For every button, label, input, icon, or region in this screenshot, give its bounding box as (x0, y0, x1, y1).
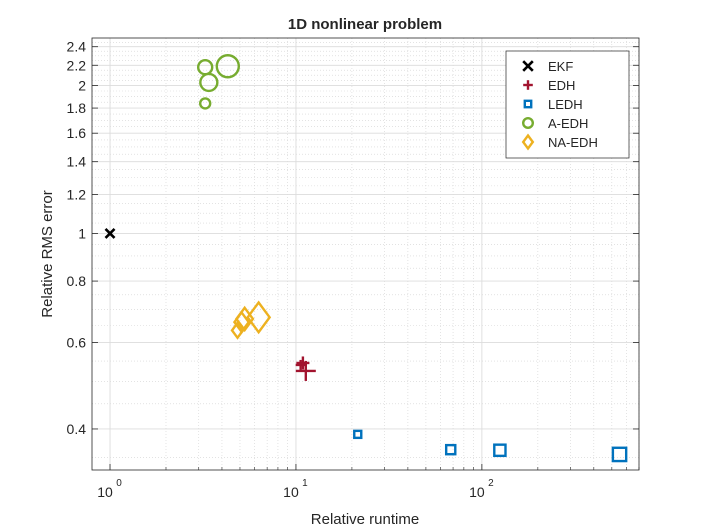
y-tick-label: 2.4 (67, 39, 87, 55)
y-tick-label: 1 (78, 225, 86, 241)
y-tick-label: 0.8 (67, 273, 87, 289)
minor-grid (92, 38, 640, 470)
a-edh-point (198, 97, 212, 110)
a-edh-point (215, 54, 240, 79)
data-marks (104, 54, 628, 463)
ledh-point (444, 443, 457, 456)
y-axis-label: Relative RMS error (39, 190, 56, 318)
diamond-outline (230, 320, 245, 340)
square-outline (523, 99, 533, 109)
x-tick-label-exponent: 2 (488, 478, 494, 489)
circle-outline (199, 72, 219, 93)
x-tick-label-exponent: 0 (116, 478, 122, 489)
legend-marker-na-edh (521, 133, 535, 151)
legend-marker-edh (523, 80, 533, 90)
square-outline (353, 429, 363, 440)
x-axis-label: Relative runtime (311, 511, 419, 528)
y-tick-label: 1.8 (67, 100, 87, 116)
ledh-point (493, 443, 507, 458)
y-tick-label: 1.6 (67, 125, 87, 141)
legend-label-ledh: LEDH (548, 97, 583, 112)
ekf-point (104, 228, 116, 239)
circle-outline (215, 54, 240, 79)
edh-point (295, 360, 316, 381)
chart-title: 1D nonlinear problem (288, 16, 442, 33)
y-tick-label: 0.6 (67, 334, 87, 350)
legend-marker-ledh (523, 99, 533, 109)
na-edh-point (230, 320, 245, 340)
diamond-outline (521, 133, 535, 151)
x-tick-label-exponent: 1 (302, 478, 308, 489)
square-outline (444, 443, 457, 456)
na-edh-point (246, 300, 272, 335)
x-tick-label: 10 (469, 484, 485, 500)
legend-label-na-edh: NA-EDH (548, 135, 598, 150)
legend-marker-a-edh (522, 116, 535, 129)
y-tick-label: 2.2 (67, 57, 87, 73)
circle-outline (198, 97, 212, 110)
diamond-outline (246, 300, 272, 335)
circle-outline (522, 116, 535, 129)
legend-label-ekf: EKF (548, 59, 573, 74)
x-tick-label: 10 (283, 484, 299, 500)
edh-point (296, 356, 310, 370)
plot-frame (91, 37, 640, 471)
legend-marker-ekf (522, 60, 534, 72)
x-stroke (522, 60, 534, 72)
x-tick-label: 10 (97, 484, 113, 500)
y-tick-labels: 0.4 0.6 0.8 1 1.2 1.4 1.6 1.8 2 2.2 2.4 (67, 39, 87, 437)
y-tick-label: 2 (78, 78, 86, 94)
y-tick-label: 1.2 (67, 187, 87, 203)
axis-ticks (92, 46, 640, 470)
legend: EKF EDH LEDH A-EDH NA-EDH (505, 50, 630, 159)
a-edh-point (199, 72, 219, 93)
ledh-point (353, 429, 363, 440)
x-stroke (104, 228, 116, 239)
y-tick-label: 1.4 (67, 154, 87, 170)
legend-label-edh: EDH (548, 78, 575, 93)
ledh-point (611, 446, 628, 463)
legend-label-a-edh: A-EDH (548, 116, 588, 131)
y-tick-label: 0.4 (67, 421, 87, 437)
square-outline (611, 446, 628, 463)
square-outline (493, 443, 507, 458)
